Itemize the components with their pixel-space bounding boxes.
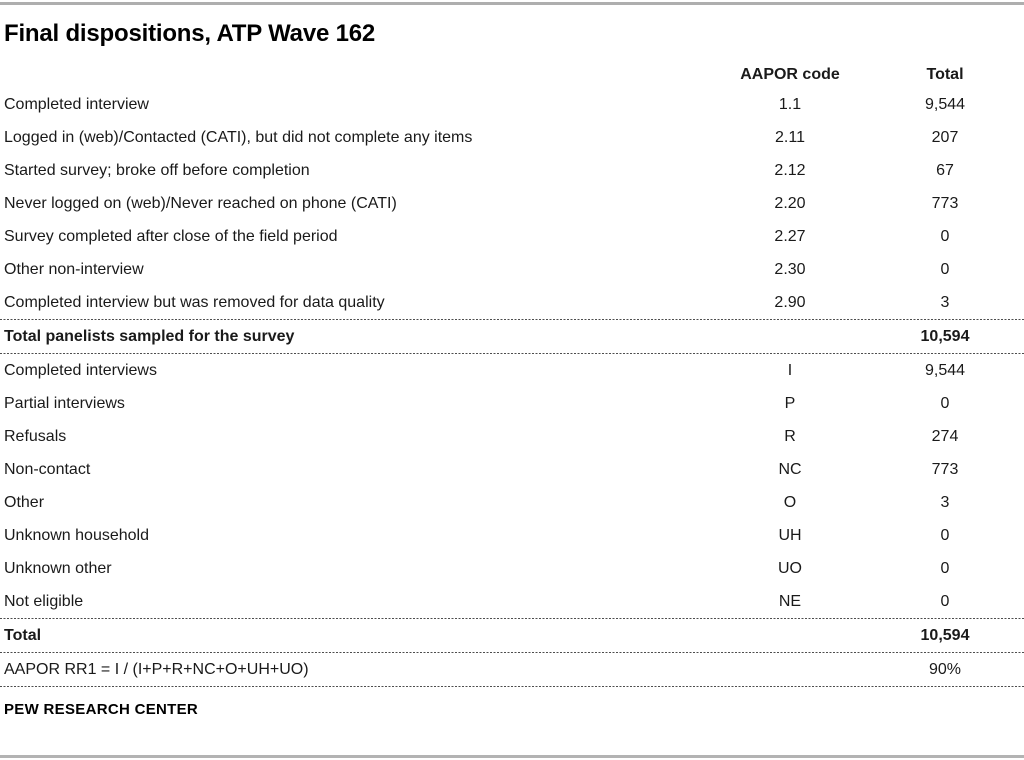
row-aapor-code: 2.90 [774, 293, 806, 311]
row-label: Logged in (web)/Contacted (CATI), but di… [4, 128, 473, 146]
row-total: 10,594 [920, 626, 970, 644]
row-total: 9,544 [924, 361, 966, 379]
table-row-total-sampled: Total panelists sampled for the survey 1… [0, 320, 1024, 353]
page-title: Final dispositions, ATP Wave 162 [4, 20, 376, 47]
row-label: AAPOR RR1 = I / (I+P+R+NC+O+UH+UO) [4, 660, 309, 678]
table-row: Other non-interview 2.30 0 [0, 253, 1024, 286]
row-aapor-code: UH [778, 526, 802, 544]
row-aapor-code: 2.27 [774, 227, 806, 245]
row-label: Started survey; broke off before complet… [4, 161, 310, 179]
row-aapor-code: R [784, 427, 796, 445]
row-total: 3 [940, 293, 950, 311]
row-label: Completed interview but was removed for … [4, 293, 385, 311]
row-total: 0 [940, 526, 950, 544]
row-total: 0 [940, 394, 950, 412]
row-label: Other [4, 493, 45, 511]
row-aapor-code: UO [778, 559, 802, 577]
dashed-divider [0, 319, 1024, 320]
bottom-rule [0, 755, 1024, 758]
row-total: 90% [928, 660, 962, 678]
row-aapor-code: 2.30 [774, 260, 806, 278]
row-total: 207 [931, 128, 959, 146]
row-total: 773 [931, 194, 959, 212]
row-aapor-code: 2.20 [774, 194, 806, 212]
row-total: 0 [940, 260, 950, 278]
row-label: Never logged on (web)/Never reached on p… [4, 194, 397, 212]
table-row: Started survey; broke off before complet… [0, 154, 1024, 187]
table-row: Never logged on (web)/Never reached on p… [0, 187, 1024, 220]
row-aapor-code: NE [778, 592, 802, 610]
table-row-response-rate: AAPOR RR1 = I / (I+P+R+NC+O+UH+UO) 90% [0, 653, 1024, 686]
table-row: Completed interview but was removed for … [0, 286, 1024, 319]
row-aapor-code: 1.1 [778, 95, 802, 113]
top-rule [0, 2, 1024, 5]
row-label: Unknown household [4, 526, 149, 544]
dashed-divider [0, 618, 1024, 619]
row-total: 9,544 [924, 95, 966, 113]
row-total: 0 [940, 592, 950, 610]
row-aapor-code: 2.11 [775, 128, 805, 146]
table-row: Partial interviews P 0 [0, 387, 1024, 420]
row-aapor-code: O [783, 493, 797, 511]
row-label: Refusals [4, 427, 67, 445]
row-aapor-code: NC [778, 460, 802, 478]
row-aapor-code: P [784, 394, 796, 412]
dashed-divider [0, 652, 1024, 653]
row-aapor-code: I [787, 361, 793, 379]
table-row: Other O 3 [0, 486, 1024, 519]
table-row-grand-total: Total 10,594 [0, 619, 1024, 652]
table-row: Completed interview 1.1 9,544 [0, 88, 1024, 121]
row-total: 67 [936, 161, 954, 179]
table-row: Unknown other UO 0 [0, 552, 1024, 585]
dispositions-table: AAPOR code Total Completed interview 1.1… [0, 62, 1024, 687]
table-row: Completed interviews I 9,544 [0, 354, 1024, 387]
table-row: Unknown household UH 0 [0, 519, 1024, 552]
row-total: 0 [940, 559, 950, 577]
row-total: 10,594 [920, 327, 970, 345]
column-header-total: Total [926, 66, 964, 83]
row-label: Non-contact [4, 460, 91, 478]
table-row: Survey completed after close of the fiel… [0, 220, 1024, 253]
row-label: Total panelists sampled for the survey [4, 327, 295, 345]
column-header-aapor-code: AAPOR code [740, 66, 840, 83]
table-header-row: AAPOR code Total [0, 62, 1024, 88]
dashed-divider [0, 353, 1024, 354]
table-row: Not eligible NE 0 [0, 585, 1024, 618]
row-label: Partial interviews [4, 394, 125, 412]
row-label: Unknown other [4, 559, 112, 577]
row-total: 773 [931, 460, 959, 478]
table-row: Refusals R 274 [0, 420, 1024, 453]
row-label: Total [4, 626, 42, 644]
row-total: 3 [940, 493, 950, 511]
row-label: Survey completed after close of the fiel… [4, 227, 338, 245]
row-label: Completed interview [4, 95, 149, 113]
row-label: Not eligible [4, 592, 84, 610]
table-row: Non-contact NC 773 [0, 453, 1024, 486]
row-total: 0 [940, 227, 950, 245]
table-row: Logged in (web)/Contacted (CATI), but di… [0, 121, 1024, 154]
row-aapor-code: 2.12 [774, 161, 806, 179]
row-label: Other non-interview [4, 260, 144, 278]
source-attribution: PEW RESEARCH CENTER [4, 701, 199, 718]
dashed-divider [0, 686, 1024, 687]
row-total: 274 [931, 427, 959, 445]
row-label: Completed interviews [4, 361, 157, 379]
